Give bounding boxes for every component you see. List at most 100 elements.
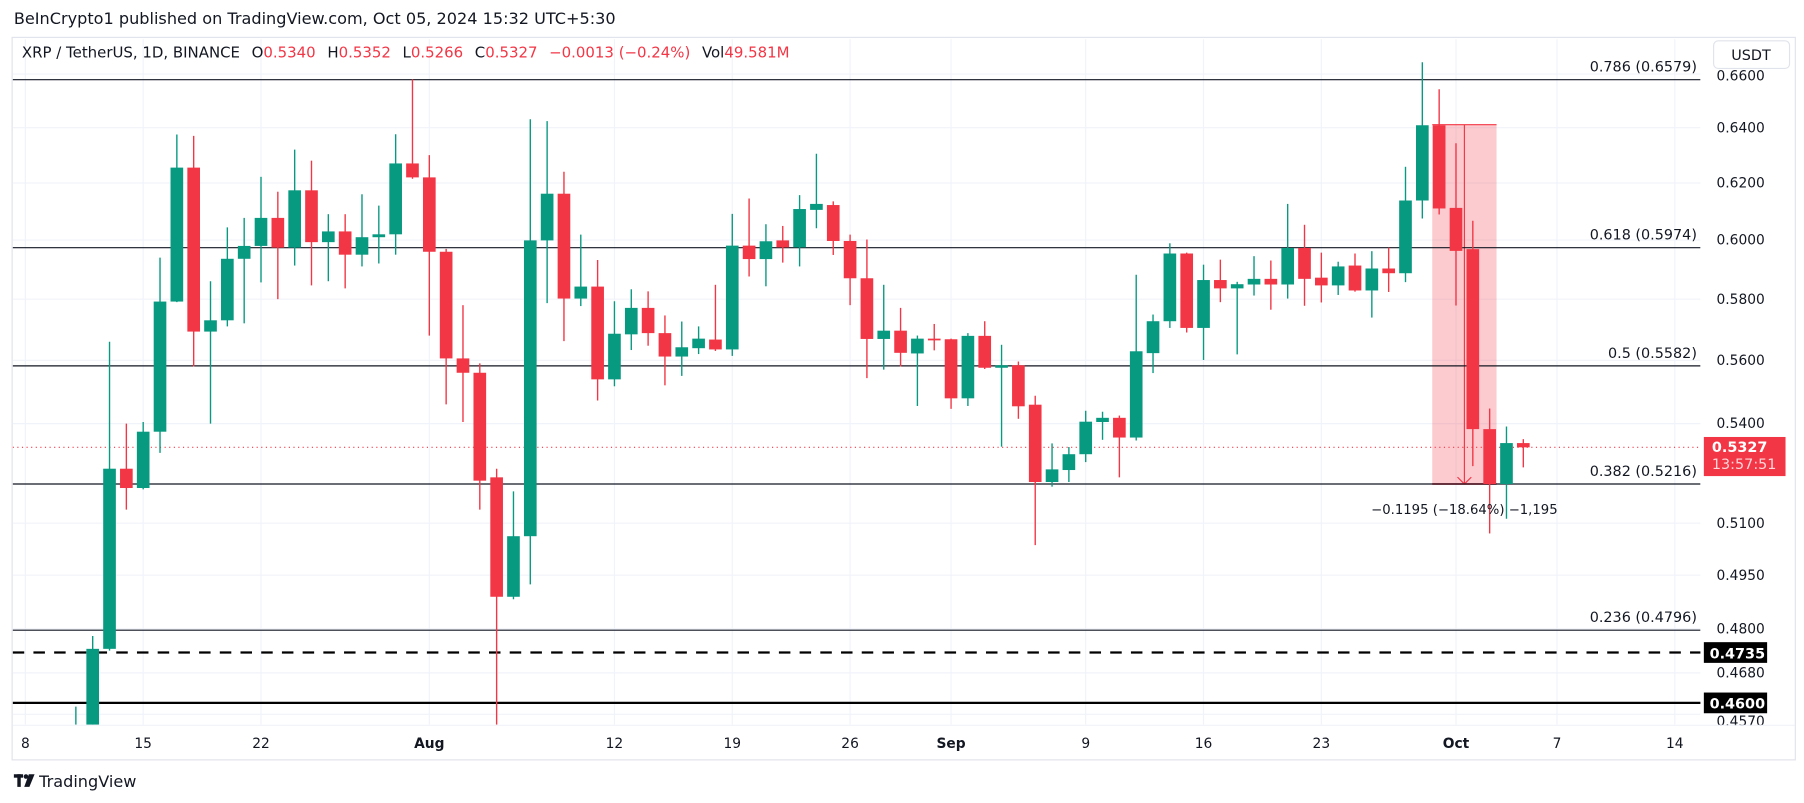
low-value: 0.5266 <box>411 44 463 62</box>
candle <box>406 79 419 179</box>
price-pane[interactable] <box>12 62 1703 725</box>
candle-body <box>422 177 436 252</box>
symbol-title: XRP / TetherUS, 1D, BINANCE <box>22 44 240 62</box>
price-axis[interactable]: 0.6600 0.6400 0.6200 0.6000 0.5800 0.5600 0.54… <box>1717 69 1765 730</box>
candle <box>204 281 217 424</box>
candle-body <box>995 365 1008 368</box>
candle <box>709 284 722 351</box>
candle <box>1197 264 1210 360</box>
candle <box>120 423 133 510</box>
price-tag-label: 0.4735 <box>1710 646 1765 662</box>
candle-body <box>1348 265 1362 291</box>
fib-level-label: 0.5 (0.5582) <box>1608 346 1697 362</box>
candle-body <box>1113 417 1126 438</box>
candle <box>1012 361 1025 419</box>
candle <box>810 153 823 229</box>
candle-body <box>826 205 840 241</box>
candle <box>911 335 924 406</box>
candle-body <box>725 245 739 350</box>
tradingview-logo[interactable]: TradingView <box>13 772 137 791</box>
candle-body <box>1449 207 1463 251</box>
ohlc-legend: XRP / TetherUS, 1D, BINANCE O0.5340 H0.5… <box>22 44 790 62</box>
x-tick-label: 16 <box>1195 736 1213 752</box>
candle-body <box>1516 443 1530 448</box>
candle-body <box>1062 454 1076 471</box>
horizontal-lines[interactable] <box>12 79 1703 705</box>
candle <box>1230 281 1244 355</box>
candle-body <box>170 167 184 302</box>
price-tag-background <box>1703 692 1768 714</box>
y-tick-label: 0.5100 <box>1717 516 1765 532</box>
candle <box>136 422 150 490</box>
candle-body <box>1466 249 1480 430</box>
candle-body <box>894 330 907 353</box>
candle <box>1180 252 1194 333</box>
candle <box>355 194 369 267</box>
candle-body <box>439 251 453 359</box>
candle <box>1146 314 1160 374</box>
candle-body <box>591 286 604 380</box>
candle <box>843 234 857 306</box>
candle <box>1163 243 1177 328</box>
currency-button[interactable]: USDT <box>1713 40 1791 70</box>
candle <box>153 257 167 453</box>
candle <box>1281 203 1295 299</box>
candle <box>1113 415 1126 478</box>
candle-body <box>877 330 891 339</box>
candle-body <box>1230 284 1244 289</box>
candle-body <box>843 240 857 279</box>
candle <box>591 259 604 401</box>
candle <box>507 491 520 600</box>
candle <box>658 315 672 386</box>
candle-body <box>271 217 285 248</box>
x-tick-label: Sep <box>936 736 965 752</box>
candle-body <box>1416 125 1429 201</box>
candle-body <box>1247 278 1261 285</box>
x-tick-label: 7 <box>1553 736 1562 752</box>
candle-body <box>1365 268 1379 291</box>
candle <box>1365 251 1379 318</box>
candle <box>826 201 840 255</box>
candle <box>1331 261 1345 295</box>
candle <box>271 191 285 300</box>
candle-body <box>237 245 251 259</box>
candle-body <box>1264 278 1278 285</box>
candle <box>675 321 689 376</box>
candle <box>1315 252 1328 303</box>
candle-body <box>473 372 487 481</box>
candle-body <box>1096 417 1109 423</box>
candle-body <box>456 358 470 373</box>
published-header: BeInCrypto1 published on TradingView.com… <box>14 9 616 28</box>
candle <box>1516 439 1530 468</box>
candle <box>860 239 874 379</box>
candle <box>624 289 638 351</box>
candle-body <box>860 278 874 339</box>
candle-body <box>1079 421 1093 455</box>
candle <box>692 326 705 355</box>
candles <box>75 62 1530 725</box>
y-tick-label: 0.4680 <box>1717 665 1765 681</box>
y-tick-label: 0.6400 <box>1717 120 1765 136</box>
candle <box>1045 443 1059 487</box>
price-tag-label: 0.4600 <box>1710 697 1765 713</box>
open-value: 0.5340 <box>263 44 315 62</box>
candle <box>490 468 503 725</box>
candle <box>473 363 487 510</box>
candle-body <box>624 307 638 335</box>
candle <box>1298 224 1311 306</box>
y-tick-label: 0.4950 <box>1717 568 1765 584</box>
candle-body <box>254 217 268 246</box>
time-axis[interactable]: 8 15 22 Aug 12 19 26 Sep 9 16 23 Oct 7 14 <box>21 736 1684 752</box>
volume-value: 49.581M <box>724 44 789 62</box>
candle-body <box>1281 247 1295 285</box>
candle <box>1483 408 1496 534</box>
x-tick-label: 14 <box>1666 736 1684 752</box>
candle-body <box>1012 365 1025 407</box>
candle-body <box>1163 253 1177 322</box>
candle-body <box>793 209 806 248</box>
candle-body <box>641 307 655 334</box>
x-tick-label: Oct <box>1443 736 1470 752</box>
last-price-tag <box>1703 436 1786 477</box>
candle <box>86 636 100 725</box>
